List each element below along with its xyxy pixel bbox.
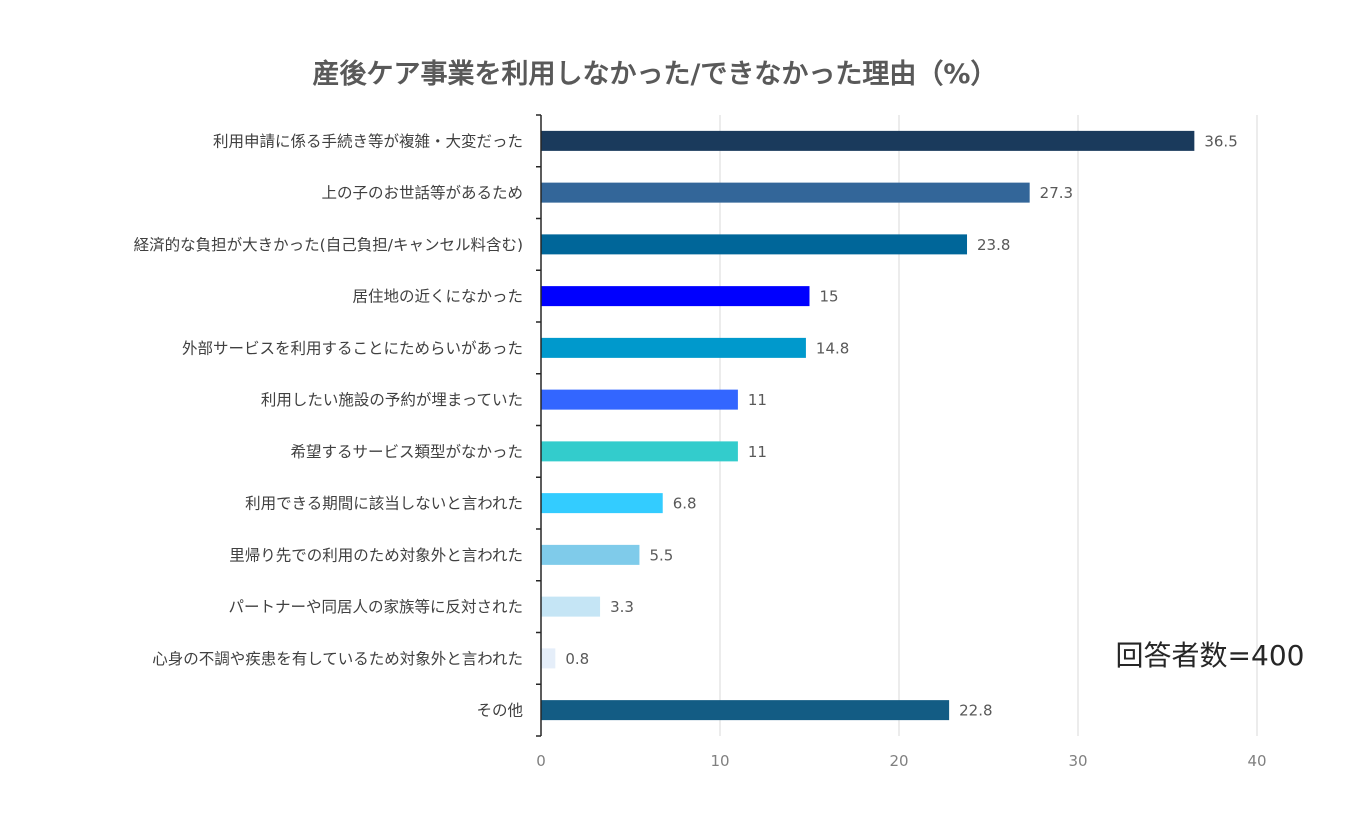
x-tick-label: 0 [536, 752, 546, 770]
category-label: パートナーや同居人の家族等に反対された [228, 598, 523, 616]
bar [541, 700, 950, 721]
bar [541, 596, 601, 617]
bar [541, 337, 806, 358]
value-label: 0.8 [565, 650, 589, 668]
category-label: 利用申請に係る手続き等が複雑・大変だった [213, 132, 523, 150]
x-tick-label: 30 [1068, 752, 1087, 770]
x-axis-ticks: 0 10 20 30 40 [536, 752, 1266, 770]
category-label: 心身の不調や疾患を有しているため対象外と言われた [152, 650, 523, 668]
bar [541, 648, 556, 669]
x-tick-label: 40 [1247, 752, 1266, 770]
value-label: 11 [748, 443, 767, 461]
value-label: 36.5 [1204, 132, 1237, 150]
value-labels: 36.5 27.3 23.8 15 14.8 11 11 6.8 5.5 3.3 0.8 22.8 [565, 132, 1237, 719]
bar [541, 286, 810, 307]
value-label: 6.8 [673, 495, 697, 513]
value-label: 5.5 [649, 546, 673, 564]
x-tick-label: 10 [710, 752, 729, 770]
value-label: 11 [748, 391, 767, 409]
y-axis [536, 114, 542, 737]
value-label: 27.3 [1040, 184, 1073, 202]
category-label: 利用したい施設の予約が埋まっていた [261, 391, 523, 409]
value-label: 15 [820, 288, 839, 306]
value-label: 23.8 [977, 236, 1010, 254]
bars [541, 130, 1195, 721]
bar [541, 234, 968, 255]
category-label: 希望するサービス類型がなかった [290, 443, 523, 461]
category-label: その他 [476, 702, 523, 720]
category-label: 利用できる期間に該当しないと言われた [245, 495, 523, 513]
category-label: 里帰り先での利用のため対象外と言われた [229, 546, 523, 564]
bar [541, 389, 738, 410]
gridlines [719, 115, 1258, 736]
value-label: 3.3 [610, 598, 634, 616]
value-label: 22.8 [959, 702, 992, 720]
value-label: 14.8 [816, 339, 849, 357]
bar [541, 182, 1030, 203]
category-label: 上の子のお世話等があるため [321, 184, 523, 202]
bar [541, 544, 640, 565]
category-label: 外部サービスを利用することにためらいがあった [182, 339, 523, 357]
chart-title: 産後ケア事業を利用しなかった/できなかった理由（%） [313, 58, 998, 90]
category-label: 経済的な負担が大きかった(自己負担/キャンセル料含む) [134, 236, 523, 254]
bar [541, 441, 738, 462]
x-tick-label: 20 [889, 752, 908, 770]
category-labels: 利用申請に係る手続き等が複雑・大変だった上の子のお世話等があるため経済的な負担が… [134, 132, 523, 719]
category-label: 居住地の近くになかった [352, 288, 523, 306]
bar [541, 130, 1195, 151]
respondent-count-note: 回答者数=400 [1116, 639, 1305, 672]
bar [541, 493, 663, 514]
